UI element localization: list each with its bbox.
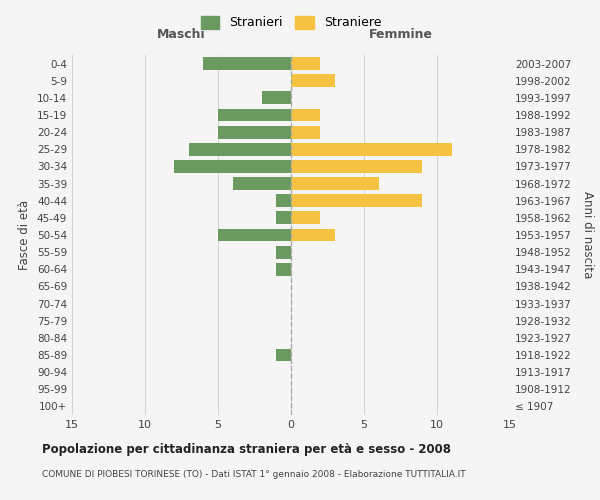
Bar xyxy=(277,194,291,207)
Bar xyxy=(291,160,422,173)
Bar xyxy=(291,126,320,138)
Legend: Stranieri, Straniere: Stranieri, Straniere xyxy=(196,11,386,34)
Bar xyxy=(291,74,335,87)
Bar xyxy=(291,143,452,156)
Text: Femmine: Femmine xyxy=(368,28,433,40)
Bar xyxy=(218,108,291,122)
Bar xyxy=(262,92,291,104)
Bar xyxy=(277,348,291,362)
Bar xyxy=(277,212,291,224)
Text: Maschi: Maschi xyxy=(157,28,206,40)
Bar xyxy=(233,177,291,190)
Bar xyxy=(291,177,379,190)
Bar xyxy=(189,143,291,156)
Bar xyxy=(291,228,335,241)
Bar xyxy=(277,246,291,258)
Bar xyxy=(174,160,291,173)
Y-axis label: Fasce di età: Fasce di età xyxy=(19,200,31,270)
Bar xyxy=(291,212,320,224)
Bar xyxy=(218,228,291,241)
Bar xyxy=(277,263,291,276)
Bar xyxy=(291,57,320,70)
Bar xyxy=(291,108,320,122)
Y-axis label: Anni di nascita: Anni di nascita xyxy=(581,192,594,278)
Bar xyxy=(218,126,291,138)
Bar xyxy=(203,57,291,70)
Text: COMUNE DI PIOBESI TORINESE (TO) - Dati ISTAT 1° gennaio 2008 - Elaborazione TUTT: COMUNE DI PIOBESI TORINESE (TO) - Dati I… xyxy=(42,470,466,479)
Bar xyxy=(291,194,422,207)
Text: Popolazione per cittadinanza straniera per età e sesso - 2008: Popolazione per cittadinanza straniera p… xyxy=(42,442,451,456)
